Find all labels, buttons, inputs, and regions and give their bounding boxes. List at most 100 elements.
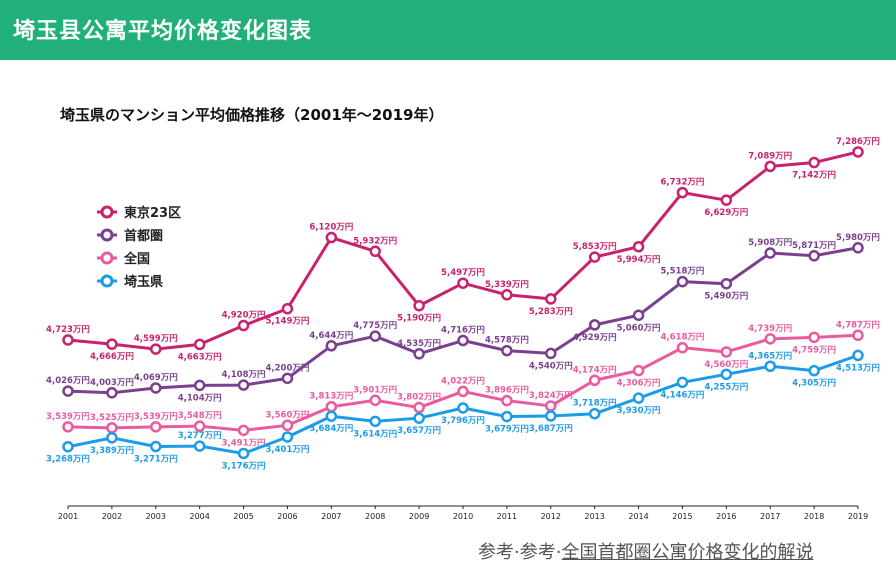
data-point — [501, 394, 513, 407]
reference-prefix: 参考·参考· — [478, 542, 562, 563]
data-point — [413, 348, 425, 360]
data-point — [545, 293, 557, 305]
data-point — [281, 372, 294, 385]
data-point — [413, 299, 425, 312]
data-point — [676, 275, 689, 288]
data-point — [720, 346, 733, 358]
data-point — [676, 186, 689, 199]
data-label: 4,599万円 — [134, 334, 178, 344]
data-label: 3,687万円 — [529, 424, 573, 434]
data-label: 3,176万円 — [222, 461, 266, 471]
data-point — [106, 432, 118, 444]
data-point — [720, 194, 733, 206]
data-label: 4,022万円 — [441, 376, 485, 386]
data-label: 3,813万円 — [309, 392, 353, 402]
data-point — [588, 407, 601, 420]
data-label: 3,614万円 — [353, 429, 397, 439]
x-tick-label: 2005 — [233, 512, 253, 521]
data-label: 3,401万円 — [265, 445, 309, 455]
data-label: 5,518万円 — [660, 267, 704, 277]
data-label: 3,802万円 — [397, 393, 441, 403]
data-label: 3,539万円 — [46, 412, 90, 422]
data-label: 5,932万円 — [353, 236, 397, 246]
data-label: 7,089万円 — [748, 151, 792, 161]
x-tick-label: 2009 — [409, 512, 429, 521]
data-point — [764, 360, 776, 373]
data-label: 5,853万円 — [573, 242, 617, 252]
data-label: 4,003万円 — [90, 378, 134, 388]
x-tick-label: 2017 — [760, 512, 780, 521]
data-point — [545, 400, 557, 412]
data-label: 3,824万円 — [529, 391, 573, 401]
data-label: 6,120万円 — [309, 223, 353, 233]
data-label: 4,723万円 — [46, 325, 90, 335]
data-label: 4,200万円 — [265, 363, 309, 373]
data-point — [457, 277, 469, 289]
reference-footer: 参考·参考·全国首都圈公寓价格变化的解说 — [478, 538, 813, 564]
data-label: 3,796万円 — [441, 416, 485, 426]
data-label: 3,491万円 — [222, 438, 266, 448]
data-point — [281, 419, 294, 432]
data-point — [501, 289, 513, 301]
data-label: 3,271万円 — [134, 455, 178, 465]
data-label: 4,759万円 — [792, 345, 836, 355]
data-point — [106, 422, 118, 434]
data-label: 3,268万円 — [46, 455, 90, 465]
data-label: 4,578万円 — [485, 336, 529, 346]
x-tick-label: 2015 — [672, 512, 692, 521]
data-point — [281, 431, 294, 443]
data-point — [545, 347, 557, 360]
data-label: 4,306万円 — [617, 379, 661, 389]
data-label: 4,663万円 — [178, 352, 222, 362]
data-label: 5,871万円 — [792, 241, 836, 251]
data-point — [325, 410, 338, 422]
data-point — [193, 440, 206, 452]
data-point — [764, 160, 776, 173]
data-label: 4,146万円 — [660, 390, 704, 400]
data-point — [764, 247, 776, 259]
data-point — [62, 421, 74, 433]
data-label: 4,026万円 — [46, 376, 90, 386]
data-point — [852, 242, 864, 254]
x-tick-label: 2013 — [584, 512, 604, 521]
data-label: 3,539万円 — [134, 412, 178, 422]
data-point — [106, 387, 118, 399]
data-label: 5,908万円 — [748, 238, 792, 248]
data-point — [150, 440, 162, 453]
x-tick-label: 2006 — [277, 512, 297, 521]
legend-marker — [100, 228, 114, 242]
data-label: 4,305万円 — [792, 379, 836, 389]
data-point — [632, 364, 645, 377]
data-point — [325, 340, 338, 352]
data-label: 3,718万円 — [573, 399, 617, 409]
data-point — [632, 392, 645, 404]
data-point — [545, 410, 557, 422]
data-label: 4,365万円 — [748, 351, 792, 361]
data-point — [325, 400, 338, 413]
data-label: 5,060万円 — [617, 323, 661, 333]
data-point — [457, 402, 469, 414]
x-tick-label: 2008 — [365, 512, 385, 521]
data-point — [676, 341, 689, 354]
data-point — [62, 334, 74, 346]
x-tick-label: 2011 — [497, 512, 517, 521]
data-label: 5,339万円 — [485, 280, 529, 290]
data-label: 3,389万円 — [90, 446, 134, 456]
data-label: 4,255万円 — [704, 382, 748, 392]
data-point — [808, 250, 820, 262]
data-label: 3,896万円 — [485, 386, 529, 396]
data-label: 5,149万円 — [265, 317, 309, 327]
data-label: 3,930万円 — [617, 406, 661, 416]
data-label: 4,716万円 — [441, 326, 485, 336]
data-label: 7,286万円 — [836, 137, 880, 147]
data-label: 4,920万円 — [222, 311, 266, 321]
x-tick-label: 2004 — [189, 512, 209, 521]
data-label: 3,525万円 — [90, 413, 134, 423]
reference-link[interactable]: 全国首都圈公寓价格变化的解说 — [561, 542, 814, 563]
data-point — [720, 368, 733, 381]
series-line — [67, 150, 859, 351]
data-label: 6,629万円 — [704, 208, 748, 218]
data-point — [588, 251, 601, 263]
data-point — [632, 241, 645, 253]
